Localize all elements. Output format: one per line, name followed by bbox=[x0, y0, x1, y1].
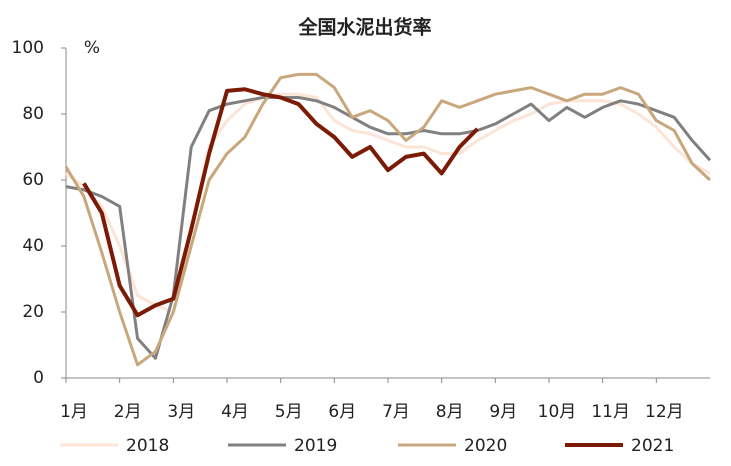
x-tick-label: 5月 bbox=[275, 402, 303, 422]
series-line bbox=[82, 87, 479, 318]
legend-label: 2018 bbox=[126, 436, 169, 456]
y-tick-label: 100 bbox=[12, 38, 44, 58]
x-tick-label: 1月 bbox=[60, 402, 88, 422]
x-tick-label: 12月 bbox=[645, 402, 684, 422]
y-tick-label: 80 bbox=[22, 104, 44, 124]
x-tick-label: 6月 bbox=[328, 402, 356, 422]
series-line bbox=[64, 72, 712, 367]
x-tick-label: 10月 bbox=[538, 402, 577, 422]
legend-label: 2020 bbox=[464, 436, 507, 456]
series-line bbox=[65, 92, 711, 314]
x-tick-label: 8月 bbox=[436, 402, 464, 422]
x-tick-label: 11月 bbox=[591, 402, 630, 422]
x-tick-label: 3月 bbox=[167, 402, 195, 422]
y-tick-label: 40 bbox=[22, 236, 44, 256]
legend-label: 2021 bbox=[631, 436, 674, 456]
legend-label: 2019 bbox=[294, 436, 337, 456]
x-tick-label: 2月 bbox=[114, 402, 142, 422]
x-tick-label: 7月 bbox=[382, 402, 410, 422]
x-tick-label: 9月 bbox=[489, 402, 517, 422]
x-tick-label: 4月 bbox=[221, 402, 249, 422]
y-tick-label: 0 bbox=[33, 368, 44, 388]
series-line bbox=[65, 96, 712, 360]
y-tick-label: 60 bbox=[22, 170, 44, 190]
chart-title: 全国水泥出货率 bbox=[297, 16, 431, 39]
y-tick-label: 20 bbox=[22, 302, 44, 322]
y-unit: % bbox=[84, 38, 100, 58]
